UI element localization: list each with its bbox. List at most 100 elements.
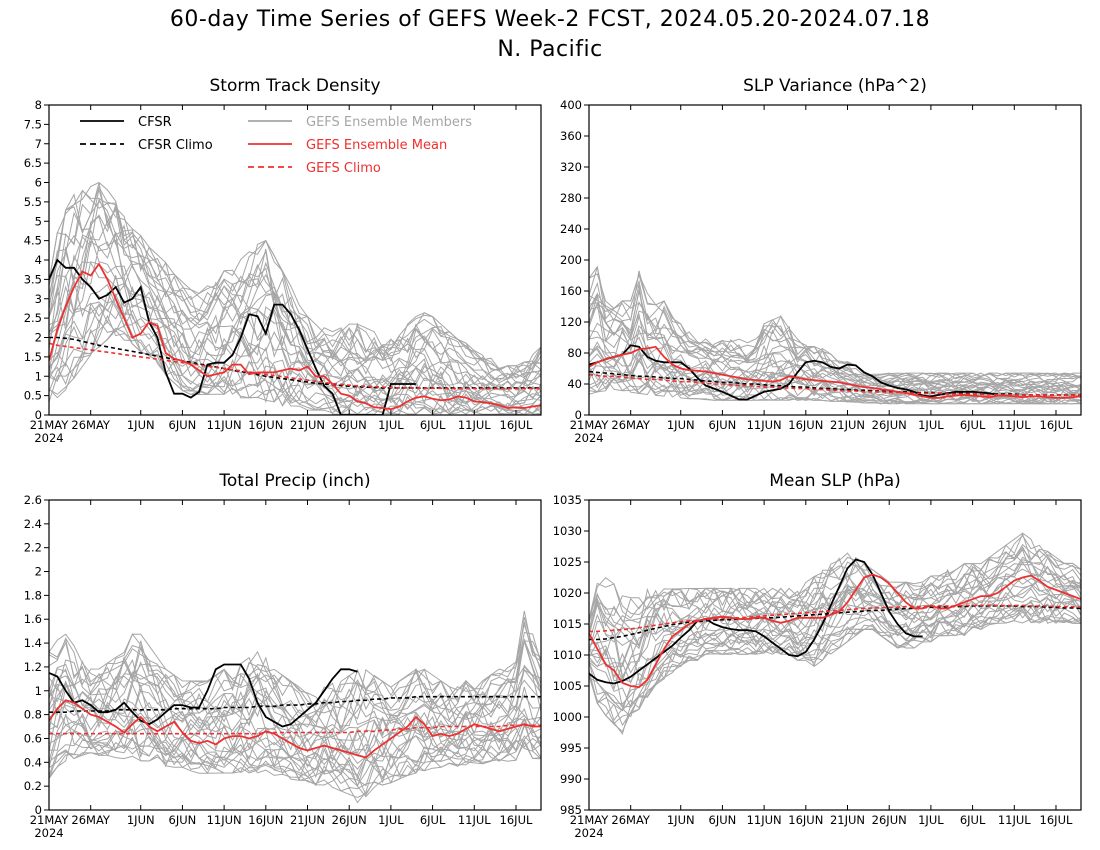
ensemble-member-line	[49, 189, 541, 381]
y-tick-label: 1.6	[24, 612, 42, 626]
ensemble-member-line	[49, 299, 541, 415]
y-tick-label: 2	[35, 331, 42, 345]
y-tick-label: 1	[35, 369, 42, 383]
panel-title: Total Precip (inch)	[218, 471, 370, 491]
ensemble-member-line	[589, 576, 1081, 709]
x-tick-label: 11JUL	[998, 418, 1031, 432]
x-tick-label: 11JUN	[747, 418, 782, 432]
ensemble-member-line	[49, 631, 541, 710]
y-tick-label: 280	[560, 191, 582, 205]
x-tick-label: 26JUN	[332, 418, 367, 432]
ensemble-member-line	[49, 712, 541, 788]
ensemble-member-line	[589, 559, 1081, 668]
x-tick-label: 21JUN	[290, 813, 325, 827]
y-tick-label: 0.4	[24, 755, 42, 769]
x-tick-label: 11JUL	[458, 813, 491, 827]
y-tick-label: 1.2	[24, 660, 42, 674]
y-tick-label: 0.8	[24, 708, 42, 722]
ensemble-member-line	[589, 377, 1081, 405]
legend-label-cfsr: CFSR	[138, 115, 172, 130]
gefs-climo-line	[49, 724, 541, 735]
ensemble-member-line	[589, 330, 1081, 398]
y-tick-label: 990	[560, 772, 582, 786]
x-tick-label: 11JUL	[458, 418, 491, 432]
y-tick-label: 4	[35, 253, 42, 267]
ensemble-member-line	[49, 220, 541, 381]
ensemble-member-line	[49, 616, 541, 720]
y-tick-label: 8	[35, 98, 42, 112]
y-tick-label: 1000	[553, 710, 582, 724]
cfsr-climo-line	[589, 370, 1081, 396]
x-tick-label: 26JUN	[872, 418, 907, 432]
x-tick-label: 16JUL	[500, 418, 533, 432]
ensemble-member-line	[589, 546, 1081, 624]
x-tick-label: 11JUN	[207, 418, 242, 432]
x-tick-label: 26MAY	[71, 813, 111, 827]
ensemble-member-line	[49, 327, 541, 415]
ensemble-member-line	[49, 261, 541, 391]
ensemble-member-line	[589, 532, 1081, 627]
x-tick-label: 6JUL	[420, 418, 446, 432]
ensemble-member-line	[589, 265, 1081, 382]
ensemble-member-line	[589, 352, 1081, 405]
ensemble-member-line	[49, 185, 541, 380]
y-tick-label: 7	[35, 137, 42, 151]
plot-frame	[48, 499, 542, 811]
x-tick-label: 26MAY	[71, 418, 111, 432]
ensemble-member-line	[49, 197, 541, 384]
gefs-climo-line	[589, 373, 1081, 396]
gefs-ensemble-mean-line	[49, 699, 541, 759]
ensemble-member-line	[589, 605, 1081, 722]
y-tick-label: 1020	[553, 586, 582, 600]
x-tick-label: 1JUN	[127, 418, 155, 432]
ensemble-member-line	[49, 639, 541, 731]
y-tick-label: 0	[575, 408, 582, 422]
ensemble-member-line	[49, 739, 541, 798]
ensemble-member-line	[589, 601, 1081, 705]
ensemble-member-line	[589, 373, 1081, 405]
ensemble-member-line	[49, 291, 541, 415]
ensemble-member-line	[49, 679, 541, 755]
panel-mean-slp: Mean SLP (hPa) 985 990 995 1000 1005 1010 1015 1…	[553, 471, 1082, 840]
ensemble-member-line	[49, 181, 541, 370]
ensemble-member-line	[49, 639, 541, 733]
ensemble-member-line	[49, 621, 541, 712]
y-tick-label: 1	[35, 684, 42, 698]
ensemble-member-line	[589, 366, 1081, 404]
y-tick-label: 1.4	[24, 636, 42, 650]
y-tick-label: 80	[567, 346, 582, 360]
ensemble-member-line	[49, 313, 541, 415]
panel-storm-track-density: Storm Track Density 0 0.5 1 1.5 2 2.5 3 3.5 4 4.5 5…	[24, 76, 542, 445]
x-tick-label: 16JUL	[500, 813, 533, 827]
figure-subtitle: N. Pacific	[497, 37, 602, 62]
x-tick-label: 11JUL	[998, 813, 1031, 827]
figure-title: 60-day Time Series of GEFS Week-2 FCST, …	[170, 7, 930, 32]
y-tick-label: 0	[35, 408, 42, 422]
ensemble-member-line	[589, 595, 1081, 709]
y-tick-label: 6.5	[24, 156, 42, 170]
y-tick-label: 5	[35, 214, 42, 228]
x-tick-label: 16JUN	[248, 813, 283, 827]
x-tick-label: 1JUN	[127, 813, 155, 827]
x-tick-label: 6JUN	[709, 418, 737, 432]
ensemble-member-line	[589, 596, 1081, 683]
cfsr-line	[49, 258, 416, 415]
ensemble-member-line	[49, 706, 541, 781]
y-tick-label: 2	[35, 565, 42, 579]
legend-label-gefs-climo: GEFS Climo	[306, 161, 381, 176]
y-tick-label: 400	[560, 98, 582, 112]
y-tick-label: 1.8	[24, 588, 42, 602]
ensemble-member-line	[49, 189, 541, 371]
x-tick-label: 16JUN	[248, 418, 283, 432]
plot-area	[49, 610, 541, 804]
y-tick-label: 120	[560, 315, 582, 329]
plot-area	[589, 265, 1081, 405]
x-tick-year: 2024	[574, 431, 603, 445]
ensemble-member-line	[49, 658, 541, 735]
y-tick-label: 320	[560, 160, 582, 174]
ensemble-member-line	[589, 291, 1081, 385]
y-tick-label: 3	[35, 292, 42, 306]
panel-title: SLP Variance (hPa^2)	[743, 76, 927, 96]
ensemble-member-line	[589, 279, 1081, 384]
ensemble-member-line	[49, 708, 541, 776]
